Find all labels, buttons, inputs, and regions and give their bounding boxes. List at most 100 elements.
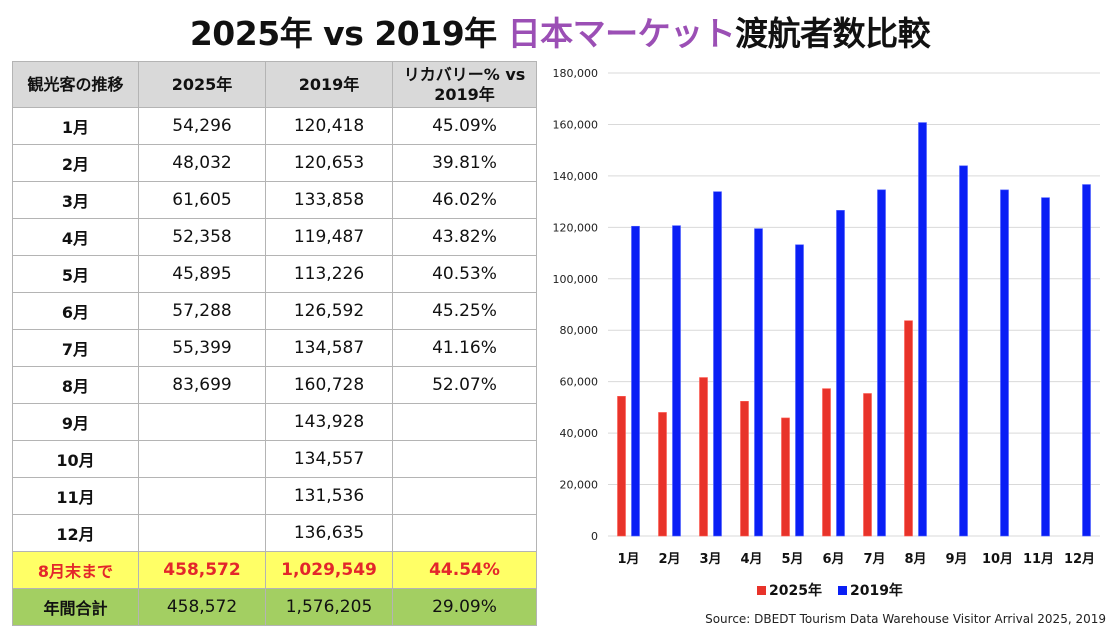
x-tick-label: 2月: [658, 552, 680, 567]
cell-month: 8月: [12, 366, 139, 404]
table-row: 6月 57,288 126,592 45.25%: [12, 292, 537, 330]
table-row: 5月 45,895 113,226 40.53%: [12, 255, 537, 293]
cell-month: 6月: [12, 292, 139, 330]
bar-2019-8: [918, 122, 927, 537]
x-tick-label: 4月: [740, 552, 762, 567]
x-tick-label: 7月: [863, 552, 885, 567]
bar-2025-6: [822, 388, 831, 537]
x-tick-label: 10月: [982, 552, 1013, 567]
cell-2019: 136,635: [265, 514, 393, 552]
x-tick-label: 3月: [699, 552, 721, 567]
cell-month: 3月: [12, 181, 139, 219]
x-tick-label: 11月: [1023, 552, 1054, 567]
legend-item-2025: 2025年: [757, 580, 822, 600]
cell-2025: [138, 440, 266, 478]
cell-label: 8月末まで: [12, 551, 139, 589]
table-row: 4月 52,358 119,487 43.82%: [12, 218, 537, 256]
cell-recovery: 45.09%: [392, 107, 537, 145]
cell-2025: 48,032: [138, 144, 266, 182]
total-row: 年間合計 458,572 1,576,205 29.09%: [12, 588, 537, 626]
cell-2019: 1,576,205: [265, 588, 393, 626]
cell-2019: 131,536: [265, 477, 393, 515]
cell-recovery: 46.02%: [392, 181, 537, 219]
bar-2025-4: [740, 401, 749, 537]
cell-label: 年間合計: [12, 588, 139, 626]
title-part-2: 渡航者数比較: [735, 14, 931, 53]
y-tick-label: 80,000: [560, 324, 599, 337]
cell-2019: 143,928: [265, 403, 393, 441]
cell-2019: 1,029,549: [265, 551, 393, 589]
cell-month: 10月: [12, 440, 139, 478]
bar-2019-11: [1041, 197, 1050, 537]
cell-recovery: 41.16%: [392, 329, 537, 367]
cell-2025: 54,296: [138, 107, 266, 145]
bar-2019-1: [631, 225, 640, 537]
table-row: 7月 55,399 134,587 41.16%: [12, 329, 537, 367]
cell-recovery: 45.25%: [392, 292, 537, 330]
table-row: 12月 136,635: [12, 514, 537, 552]
y-tick-label: 0: [591, 530, 598, 543]
x-tick-label: 8月: [904, 552, 926, 567]
cell-2025: [138, 403, 266, 441]
page-title: 2025年 vs 2019年 日本マーケット渡航者数比較: [0, 12, 1120, 56]
cell-recovery: [392, 477, 537, 515]
cell-2025: 458,572: [138, 551, 266, 589]
y-tick-label: 40,000: [560, 427, 599, 440]
bar-2019-6: [836, 210, 845, 537]
cell-recovery: [392, 514, 537, 552]
cell-2025: 57,288: [138, 292, 266, 330]
cell-month: 2月: [12, 144, 139, 182]
table-header-row: 観光客の推移 2025年 2019年 リカバリー% vs 2019年: [12, 61, 537, 108]
bar-chart: 0 20,000 40,000 60,000 80,000 100,000 120,000 1…: [545, 60, 1115, 570]
x-tick-label: 9月: [945, 552, 967, 567]
table-row: 11月 131,536: [12, 477, 537, 515]
y-tick-label: 100,000: [553, 273, 599, 286]
cell-recovery: 44.54%: [392, 551, 537, 589]
cell-recovery: 52.07%: [392, 366, 537, 404]
bar-2025-3: [699, 377, 708, 537]
chart-legend: 2025年 2019年: [757, 580, 903, 600]
title-accent: 日本マーケット: [507, 14, 736, 53]
bar-2025-8: [904, 320, 913, 537]
cell-month: 7月: [12, 329, 139, 367]
header-2019: 2019年: [265, 61, 393, 108]
header-recovery: リカバリー% vs 2019年: [392, 61, 537, 108]
source-note: Source: DBEDT Tourism Data Warehouse Vis…: [705, 612, 1106, 626]
bar-2019-5: [795, 244, 804, 537]
cell-month: 11月: [12, 477, 139, 515]
cell-2025: 55,399: [138, 329, 266, 367]
cell-month: 1月: [12, 107, 139, 145]
table-row: 3月 61,605 133,858 46.02%: [12, 181, 537, 219]
cell-2019: 120,653: [265, 144, 393, 182]
x-tick-label: 6月: [822, 552, 844, 567]
x-tick-label: 12月: [1064, 552, 1095, 567]
cell-2019: 126,592: [265, 292, 393, 330]
cell-month: 12月: [12, 514, 139, 552]
cell-month: 9月: [12, 403, 139, 441]
cell-2025: [138, 514, 266, 552]
cell-2019: 120,418: [265, 107, 393, 145]
bar-2019-10: [1000, 189, 1009, 537]
cell-2019: 134,557: [265, 440, 393, 478]
cell-recovery: 43.82%: [392, 218, 537, 256]
cell-2025: 83,699: [138, 366, 266, 404]
cell-recovery: [392, 440, 537, 478]
bar-2025-7: [863, 393, 872, 537]
bar-2019-4: [754, 228, 763, 537]
legend-swatch-2019: [837, 585, 847, 595]
cell-2025: 52,358: [138, 218, 266, 256]
y-tick-label: 60,000: [560, 376, 599, 389]
cell-2025: [138, 477, 266, 515]
chart-svg: 0 20,000 40,000 60,000 80,000 100,000 120,000 1…: [553, 67, 1100, 567]
bar-2019-2: [672, 225, 681, 537]
x-tick-label: 1月: [617, 552, 639, 567]
cell-recovery: 29.09%: [392, 588, 537, 626]
legend-swatch-2025: [757, 585, 766, 595]
cell-2025: 458,572: [138, 588, 266, 626]
legend-label-2019: 2019年: [849, 583, 903, 599]
y-tick-label: 140,000: [553, 170, 599, 183]
y-tick-label: 20,000: [560, 479, 599, 492]
table-row: 8月 83,699 160,728 52.07%: [12, 366, 537, 404]
y-tick-label: 120,000: [553, 221, 599, 234]
title-part-1: 2025年 vs 2019年: [189, 14, 508, 53]
